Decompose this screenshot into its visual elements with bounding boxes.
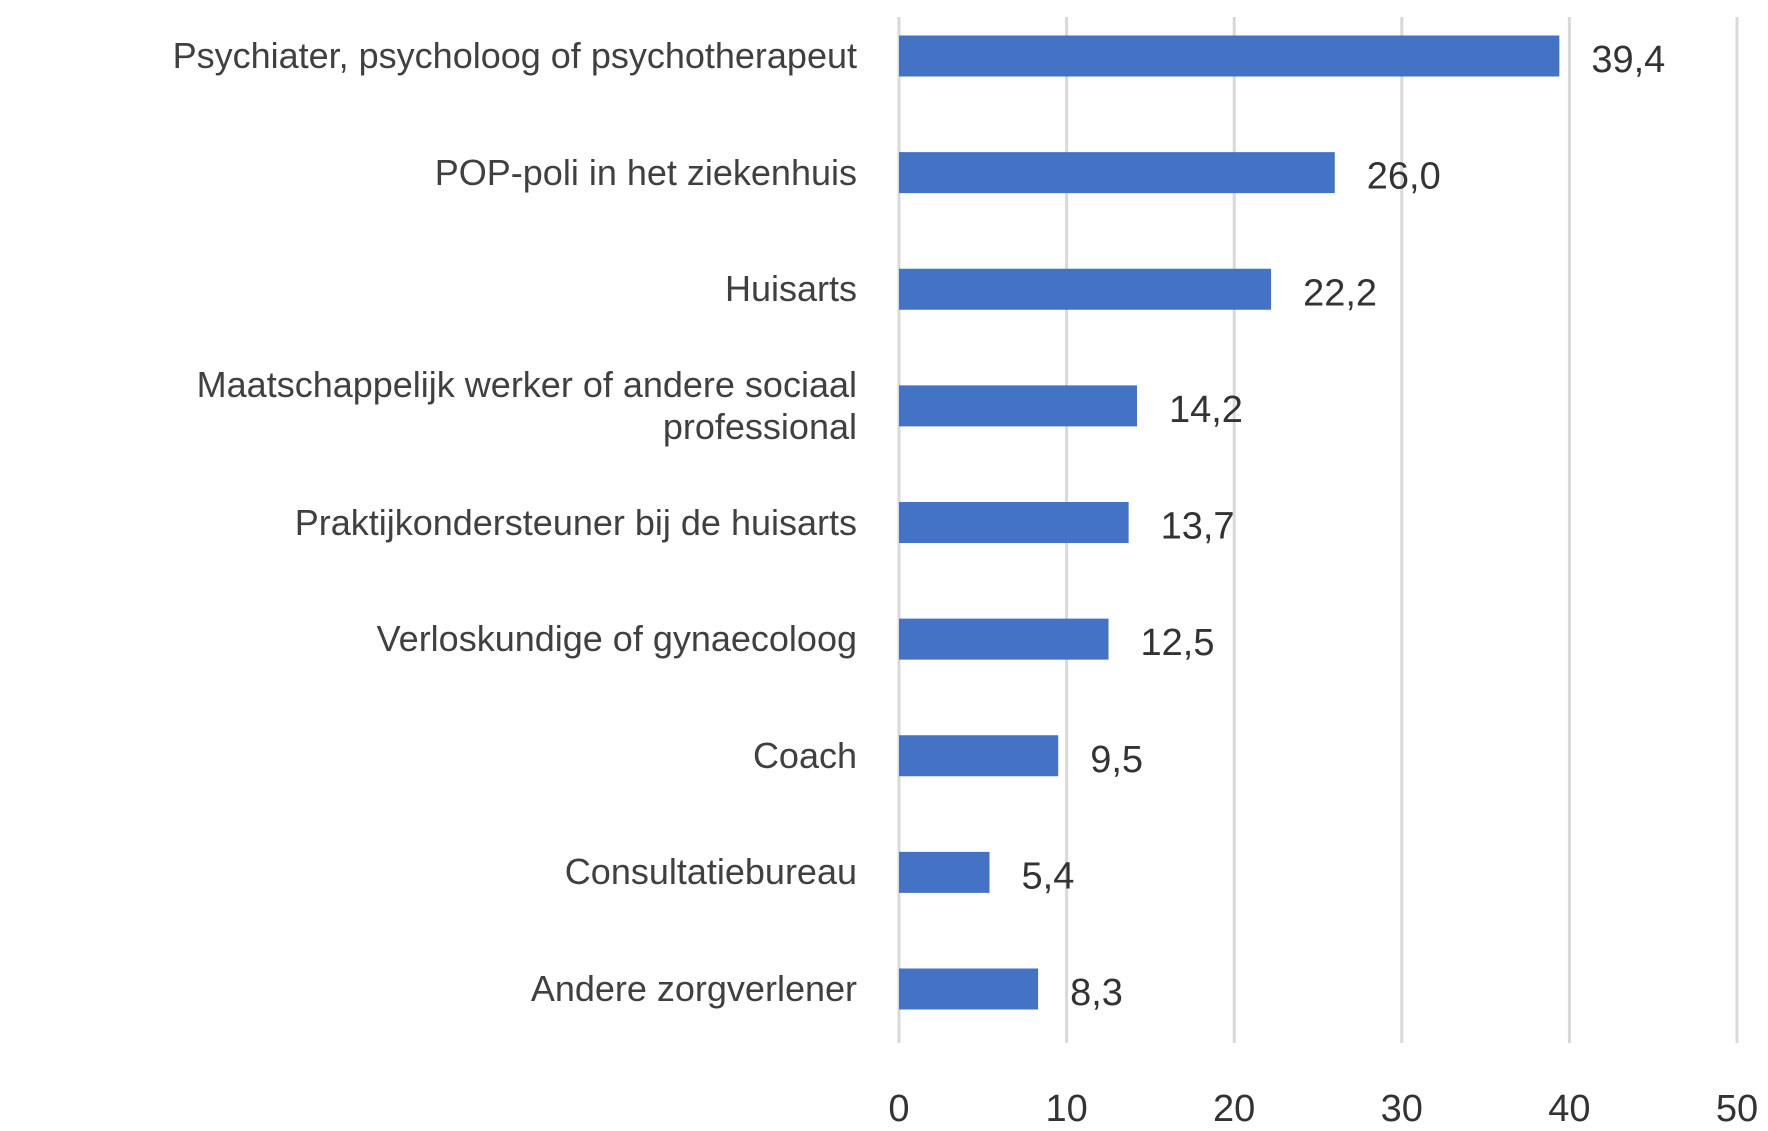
x-tick-label: 30 [1381, 1088, 1423, 1130]
x-tick-label: 10 [1045, 1088, 1087, 1130]
value-label: 26,0 [1367, 156, 1441, 198]
bar [899, 35, 1560, 77]
bar [899, 618, 1109, 660]
category-label: Coach [752, 734, 857, 776]
category-label: Psychiater, psycholoog of psychotherapeu… [172, 35, 857, 76]
bar [899, 735, 1059, 777]
value-label: 9,5 [1090, 739, 1143, 781]
bar [899, 268, 1272, 310]
value-label: 8,3 [1070, 972, 1123, 1014]
bar [899, 152, 1335, 194]
x-tick-label: 40 [1548, 1088, 1590, 1130]
category-label: Praktijkondersteuner bij de huisarts [294, 501, 857, 543]
value-label: 5,4 [1022, 855, 1075, 897]
x-tick-label: 50 [1716, 1088, 1758, 1130]
x-tick-label: 0 [888, 1088, 909, 1130]
category-label: Huisarts [724, 268, 857, 310]
bar [899, 968, 1039, 1010]
category-label: Andere zorgverlener [530, 968, 857, 1009]
category-label: Maatschappelijk werker of andere sociaal… [196, 363, 857, 447]
value-label: 22,2 [1303, 272, 1377, 314]
bar [899, 385, 1137, 427]
x-tick-label: 20 [1213, 1088, 1255, 1130]
category-label: Consultatiebureau [564, 851, 857, 893]
value-label: 14,2 [1169, 389, 1243, 431]
category-label: Verloskundige of gynaecoloog [376, 618, 857, 660]
value-label: 12,5 [1141, 622, 1215, 664]
bar [899, 851, 990, 893]
value-label: 39,4 [1591, 39, 1665, 81]
bar [899, 502, 1129, 543]
category-label: POP-poli in het ziekenhuis [434, 151, 857, 193]
value-label: 13,7 [1161, 506, 1235, 548]
